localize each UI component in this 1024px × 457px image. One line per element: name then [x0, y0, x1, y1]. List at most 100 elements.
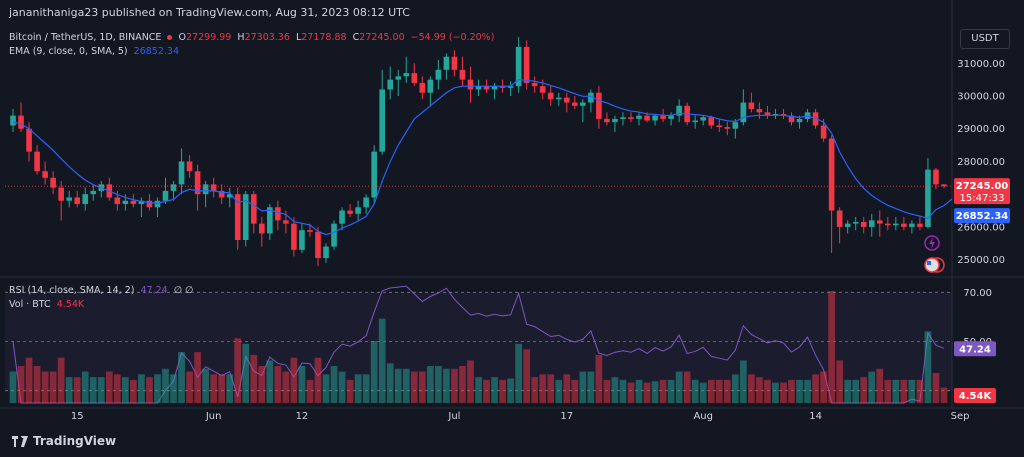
- volume-bar: [426, 366, 434, 403]
- candle: [507, 81, 514, 96]
- volume-bar: [402, 368, 410, 403]
- ema-label[interactable]: EMA (9, close, 0, SMA, 5): [9, 46, 128, 57]
- candle-body: [547, 92, 554, 100]
- candle: [917, 217, 923, 231]
- volume-bar: [146, 377, 153, 403]
- volume-bar: [924, 331, 932, 403]
- candle: [828, 135, 835, 254]
- lightning-bolt-icon: [928, 237, 935, 249]
- candle-body: [499, 86, 506, 88]
- ohlc-row: Bitcoin / TetherUS, 1D, BINANCE O27299.9…: [9, 31, 494, 45]
- candle-body: [756, 109, 763, 113]
- candle: [363, 194, 369, 214]
- candle: [307, 223, 313, 237]
- candle: [563, 92, 570, 113]
- candle: [194, 164, 201, 211]
- volume-bar: [555, 379, 563, 403]
- candle: [427, 76, 434, 106]
- candle-body: [828, 138, 835, 211]
- candle-body: [10, 115, 16, 126]
- volume-bar: [475, 377, 482, 403]
- candle: [475, 79, 482, 96]
- rsi-label[interactable]: RSI (14, close, SMA, 14, 2): [9, 285, 135, 296]
- candle-body: [571, 102, 578, 106]
- rsi-extra: ∅ ∅: [173, 285, 194, 296]
- candle: [202, 181, 209, 208]
- volume-bar: [186, 371, 193, 403]
- candle: [74, 190, 81, 208]
- volume-bar: [547, 374, 555, 403]
- candle: [234, 187, 241, 250]
- candle-body: [804, 112, 811, 119]
- candle-body: [604, 118, 610, 123]
- candle: [844, 220, 851, 234]
- candle: [788, 112, 795, 126]
- volume-bar: [940, 387, 948, 403]
- candle: [868, 213, 875, 237]
- volume-label[interactable]: Vol · BTC: [9, 299, 51, 310]
- candle-body: [403, 73, 410, 77]
- candle: [580, 99, 586, 123]
- candle-body: [18, 115, 24, 129]
- time-axis: 15 Jun 12 Jul 17 Aug 14 Sep: [71, 411, 970, 422]
- tradingview-logo-icon: [12, 435, 28, 447]
- candle: [435, 60, 442, 90]
- candle: [82, 187, 89, 211]
- candle-body: [860, 222, 867, 227]
- volume-bar: [876, 368, 884, 403]
- volume-bar: [900, 379, 908, 403]
- volume-bar: [105, 371, 113, 403]
- candle-body: [419, 82, 426, 93]
- volume-bar: [916, 379, 924, 403]
- volume-bar: [459, 366, 466, 403]
- rsi-badge: [954, 341, 996, 357]
- volume-bar: [515, 343, 522, 403]
- candle-body: [483, 86, 490, 90]
- candle: [652, 114, 658, 126]
- volume-bar: [828, 291, 835, 403]
- candle-body: [941, 184, 947, 187]
- grid: [0, 0, 1024, 409]
- footer-brand[interactable]: TradingView: [12, 434, 116, 448]
- volume-bar: [386, 363, 394, 403]
- candle-body: [34, 151, 40, 172]
- candle-body: [909, 223, 915, 227]
- symbol-label[interactable]: Bitcoin / TetherUS, 1D, BINANCE: [9, 32, 162, 43]
- volume-bar: [836, 360, 844, 403]
- candle: [226, 187, 233, 208]
- candle: [772, 109, 779, 119]
- candle-body: [122, 200, 129, 204]
- volume-bar: [844, 379, 852, 403]
- dot-icon: [167, 35, 173, 40]
- volume-bars: [9, 291, 948, 403]
- candle: [571, 96, 578, 110]
- volume-bar: [611, 377, 619, 403]
- event-icons: [924, 235, 945, 273]
- ema-value: 26852.34: [133, 46, 180, 57]
- candle-body: [379, 89, 386, 152]
- candle-body: [676, 105, 682, 116]
- candle: [395, 69, 402, 96]
- candle: [10, 109, 16, 132]
- volume-badge: [954, 388, 996, 403]
- volume-bar: [884, 379, 892, 403]
- volume-bar: [675, 371, 683, 403]
- candle-body: [507, 86, 514, 88]
- candle-body: [178, 161, 185, 185]
- volume-bar: [667, 379, 675, 403]
- volume-bar: [820, 371, 827, 403]
- candle: [724, 122, 731, 136]
- candle-body: [411, 73, 418, 83]
- price-tick-label: 30000.00: [957, 92, 1005, 103]
- volume-bar: [587, 371, 595, 403]
- volume-bar: [852, 379, 860, 403]
- volume-bar: [41, 371, 49, 403]
- price-tick-label: 31000.00: [957, 59, 1005, 70]
- volume-bar: [691, 379, 699, 403]
- candle: [620, 112, 626, 126]
- currency-button[interactable]: USDT: [960, 29, 1010, 49]
- candle-body: [194, 171, 201, 195]
- candle-body: [387, 79, 394, 90]
- candle-body: [347, 210, 353, 214]
